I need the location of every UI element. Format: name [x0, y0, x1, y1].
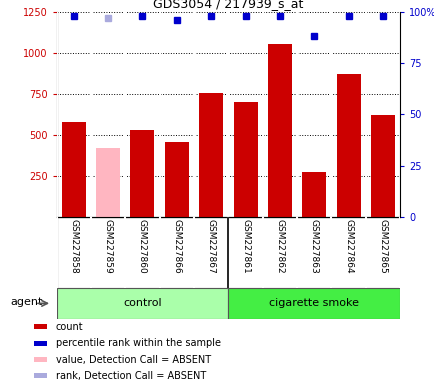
Bar: [302, 172, 326, 217]
Bar: [130, 130, 154, 217]
Bar: [199, 93, 223, 217]
Text: agent: agent: [10, 297, 43, 307]
Bar: [233, 102, 257, 217]
Bar: [34, 341, 47, 346]
Text: GSM227865: GSM227865: [378, 219, 387, 274]
Bar: [336, 74, 360, 217]
Text: GSM227866: GSM227866: [172, 219, 181, 274]
Text: rank, Detection Call = ABSENT: rank, Detection Call = ABSENT: [56, 371, 205, 381]
Bar: [34, 373, 47, 378]
Text: GSM227863: GSM227863: [309, 219, 318, 274]
Text: percentile rank within the sample: percentile rank within the sample: [56, 338, 220, 348]
Bar: [96, 148, 120, 217]
Bar: [34, 357, 47, 362]
Text: GSM227867: GSM227867: [206, 219, 215, 274]
Text: GSM227861: GSM227861: [240, 219, 250, 274]
Title: GDS3054 / 217939_s_at: GDS3054 / 217939_s_at: [153, 0, 303, 10]
Bar: [228, 288, 399, 319]
Text: GSM227858: GSM227858: [69, 219, 78, 274]
Text: value, Detection Call = ABSENT: value, Detection Call = ABSENT: [56, 354, 210, 364]
Text: GSM227862: GSM227862: [275, 219, 284, 274]
Text: GSM227860: GSM227860: [138, 219, 147, 274]
Text: GSM227864: GSM227864: [343, 219, 352, 274]
Text: GSM227859: GSM227859: [103, 219, 112, 274]
Bar: [370, 115, 394, 217]
Bar: [56, 288, 228, 319]
Bar: [34, 324, 47, 329]
Bar: [62, 122, 85, 217]
Bar: [164, 142, 188, 217]
Text: cigarette smoke: cigarette smoke: [269, 298, 358, 308]
Text: count: count: [56, 322, 83, 332]
Bar: [267, 45, 291, 217]
Text: control: control: [123, 298, 161, 308]
